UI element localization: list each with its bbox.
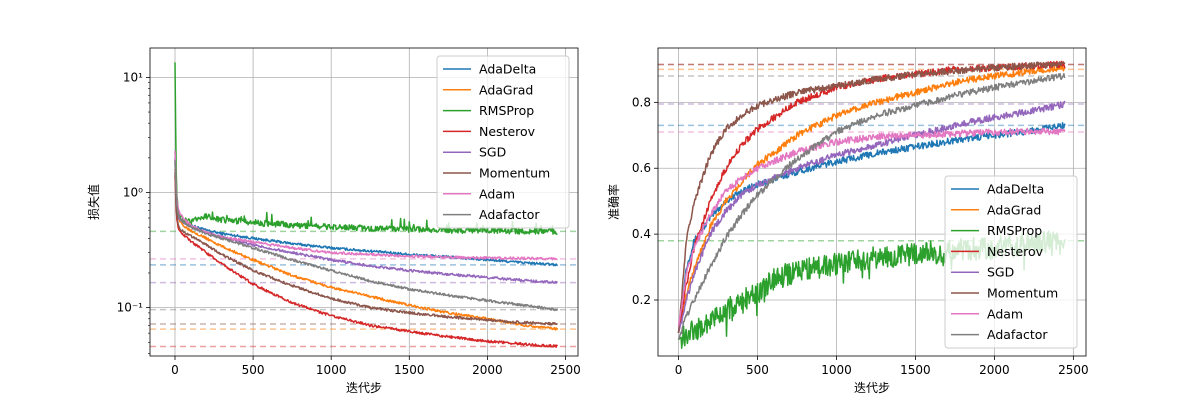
y-tick-label: 10⁰ — [123, 186, 143, 200]
series-line-adagrad — [174, 168, 559, 331]
legend-label: AdaGrad — [479, 82, 533, 97]
series-line-adagrad — [677, 65, 1066, 334]
x-tick-label: 2500 — [550, 363, 581, 377]
legend-label: SGD — [479, 145, 506, 160]
x-axis-label: 迭代步 — [854, 381, 890, 395]
legend-label: AdaDelta — [987, 182, 1044, 197]
series-line-adafactor — [174, 160, 559, 312]
legend: AdaDelta AdaGrad RMSProp Nesterov SGD Momentu… — [944, 175, 1078, 349]
legend-label: Adam — [479, 186, 515, 201]
accuracy-chart: 0 500 1000 1500 2000 2500 0.2 0.4 0.6 0.8 迭代步 准确率 Ad… — [606, 47, 1089, 395]
series-line-adam — [677, 127, 1066, 327]
legend-label: Nesterov — [987, 244, 1044, 259]
x-tick-label: 2000 — [979, 363, 1010, 377]
legend-box — [436, 55, 570, 229]
loss-chart: 0 500 1000 1500 2000 2500 10⁻¹ 10⁰ 10¹ 迭代步 损失值 AdaD… — [86, 47, 581, 395]
legend: AdaDelta AdaGrad RMSProp Nesterov SGD Momentu… — [436, 55, 570, 229]
series-line-nesterov — [677, 60, 1066, 334]
x-tick-label: 500 — [746, 363, 769, 377]
series-line-sgd — [677, 100, 1066, 334]
y-axis-label: 损失值 — [86, 184, 101, 220]
y-tick-label: 0.6 — [632, 161, 651, 175]
series-line-adafactor — [677, 72, 1066, 340]
y-tick-label: 0.8 — [632, 95, 651, 109]
y-axis-label: 准确率 — [606, 184, 621, 220]
series-line-momentum — [677, 61, 1066, 333]
x-tick-label: 2000 — [472, 363, 503, 377]
x-tick-label: 0 — [171, 363, 179, 377]
x-tick-label: 1500 — [900, 363, 931, 377]
axes-frame — [149, 47, 579, 357]
legend-label: RMSProp — [987, 223, 1042, 238]
series-line-momentum — [174, 172, 558, 326]
legend-label: SGD — [987, 265, 1014, 280]
x-tick-label: 1000 — [316, 363, 347, 377]
x-axis-label: 迭代步 — [346, 381, 382, 395]
legend-label: Momentum — [987, 286, 1058, 301]
legend-label: AdaDelta — [479, 62, 536, 77]
legend-label: Adam — [987, 306, 1023, 321]
x-tick-label: 2500 — [1058, 363, 1089, 377]
legend-box — [944, 175, 1078, 349]
y-tick-label: 10¹ — [123, 70, 143, 84]
legend-label: Nesterov — [479, 124, 536, 139]
x-tick-label: 500 — [242, 363, 265, 377]
x-tick-label: 1000 — [821, 363, 852, 377]
y-tick-label: 10⁻¹ — [117, 301, 144, 315]
series-line-adadelta — [174, 157, 559, 267]
x-tick-label: 1500 — [394, 363, 425, 377]
axes-frame — [657, 47, 1087, 357]
legend-label: Adafactor — [479, 207, 540, 222]
legend-label: Momentum — [479, 166, 550, 181]
legend-label: RMSProp — [479, 103, 534, 118]
series-line-nesterov — [174, 175, 559, 349]
legend-label: AdaGrad — [987, 202, 1041, 217]
y-tick-label: 0.2 — [632, 293, 651, 307]
legend-label: Adafactor — [987, 327, 1048, 342]
x-tick-label: 0 — [675, 363, 683, 377]
series-line-adam — [174, 150, 558, 261]
y-tick-label: 0.4 — [632, 227, 651, 241]
